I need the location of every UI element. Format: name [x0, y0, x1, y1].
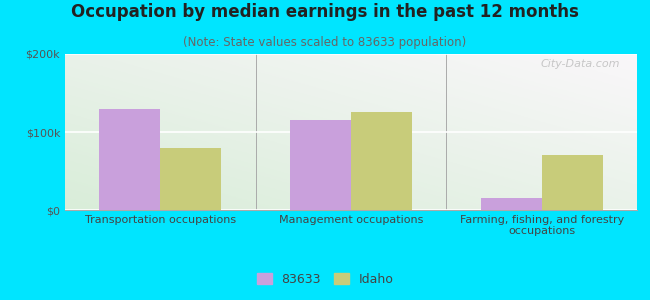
Legend: 83633, Idaho: 83633, Idaho — [252, 268, 398, 291]
Bar — [161, 148, 222, 210]
Bar — [351, 112, 412, 210]
Bar — [99, 109, 161, 210]
Bar — [290, 120, 351, 210]
Text: (Note: State values scaled to 83633 population): (Note: State values scaled to 83633 popu… — [183, 36, 467, 49]
Bar — [541, 155, 603, 210]
Text: City-Data.com: City-Data.com — [540, 59, 620, 69]
Text: Occupation by median earnings in the past 12 months: Occupation by median earnings in the pas… — [71, 3, 579, 21]
Bar — [480, 198, 541, 210]
